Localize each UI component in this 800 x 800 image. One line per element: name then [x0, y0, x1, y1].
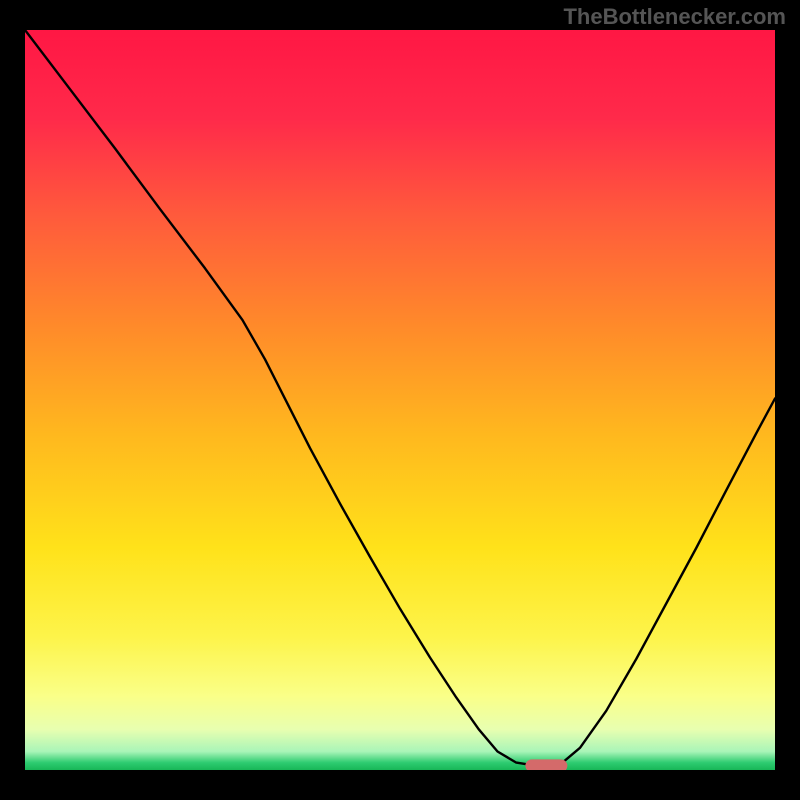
- watermark-text: TheBottlenecker.com: [563, 4, 786, 30]
- bottleneck-curve: [25, 30, 775, 770]
- bottleneck-chart: [25, 30, 775, 770]
- optimal-point-marker: [526, 759, 567, 770]
